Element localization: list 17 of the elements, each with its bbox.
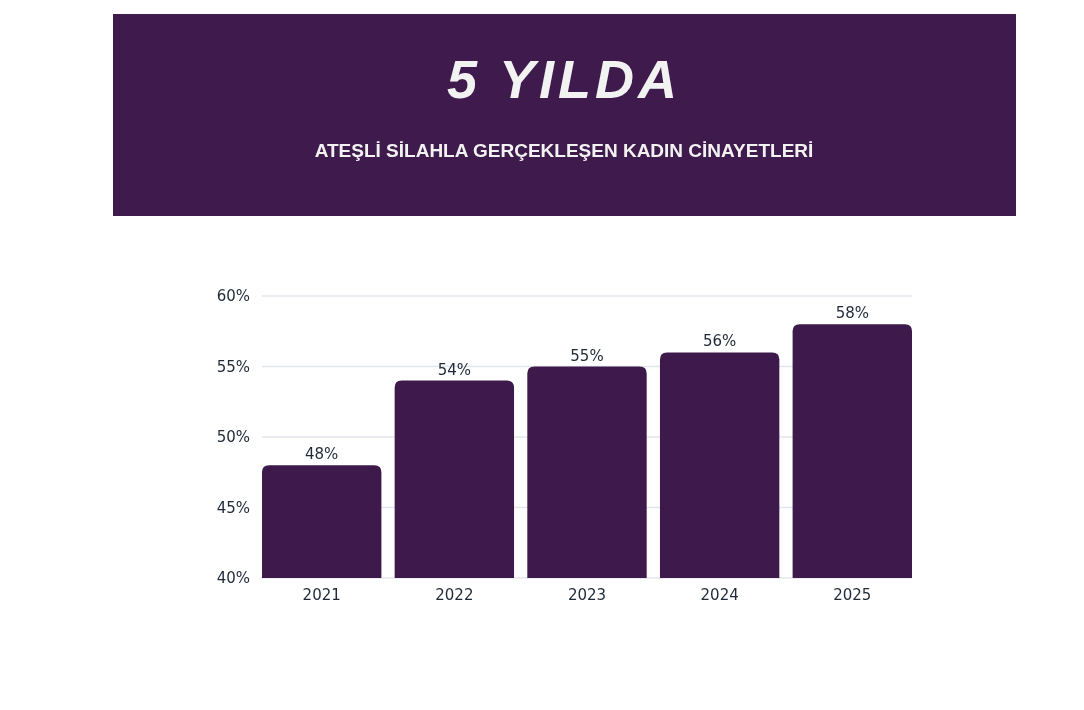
chart-subtitle: ATEŞLİ SİLAHLA GERÇEKLEŞEN KADIN CİNAYETLERİ [314, 140, 814, 161]
y-tick-label: 55% [216, 357, 250, 376]
x-tick-label: 2022 [435, 586, 474, 604]
data-label: 54% [437, 360, 472, 379]
chart-title: 5 YILDA [446, 49, 682, 109]
data-label: 56% [702, 332, 737, 351]
data-label: 58% [835, 304, 869, 323]
y-tick-label: 40% [216, 569, 250, 588]
x-tick-label: 2021 [302, 586, 341, 604]
x-tick-label: 2023 [567, 586, 607, 604]
x-tick-label: 2025 [833, 586, 872, 604]
x-tick-label: 2024 [700, 586, 739, 604]
y-tick-label: 60% [216, 287, 250, 306]
y-tick-label: 45% [216, 498, 250, 517]
data-label: 48% [305, 445, 339, 464]
y-tick-label: 50% [216, 428, 250, 447]
data-label: 55% [570, 346, 604, 365]
